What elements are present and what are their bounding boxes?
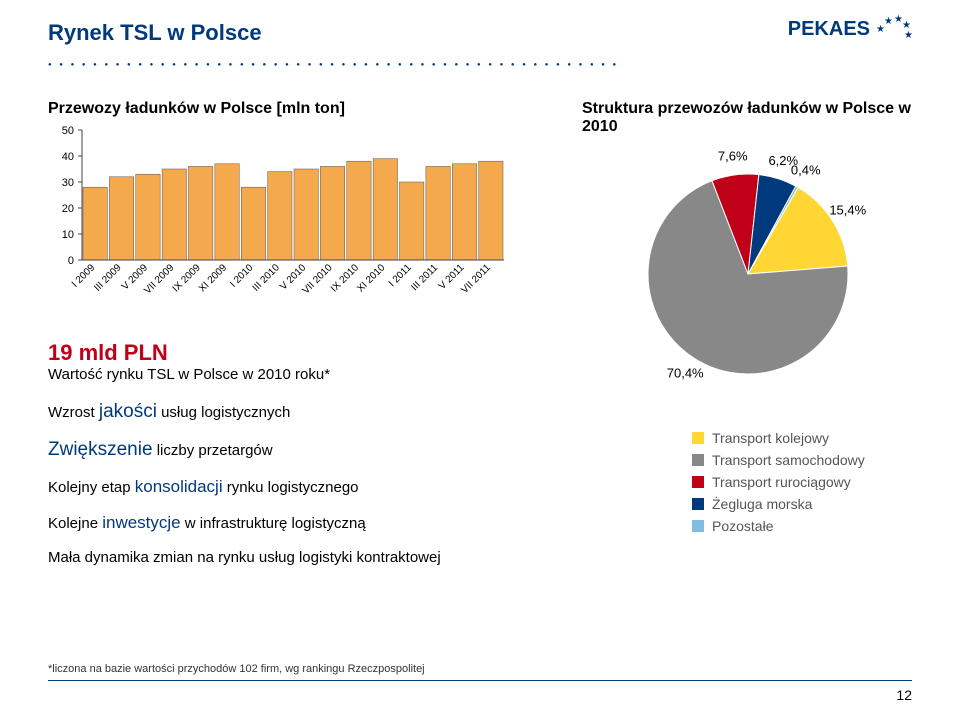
headline-value: 19 mld PLN — [48, 340, 528, 366]
l1-em: jakości — [99, 401, 157, 422]
legend-swatch — [692, 476, 704, 488]
legend-label: Żegluga morska — [712, 496, 812, 512]
legend-label: Transport kolejowy — [712, 430, 829, 446]
legend-swatch — [692, 454, 704, 466]
legend-label: Pozostałe — [712, 518, 773, 534]
legend-row: Pozostałe — [692, 518, 912, 534]
page-number: 12 — [896, 687, 912, 703]
svg-text:XI 2009: XI 2009 — [197, 262, 229, 294]
svg-text:III 2009: III 2009 — [92, 262, 124, 294]
footer-line — [48, 680, 912, 681]
l3-pre: Kolejny etap — [48, 479, 135, 496]
svg-text:70,4%: 70,4% — [667, 365, 704, 380]
bar-chart-title: Przewozy ładunków w Polsce [mln ton] — [48, 100, 508, 118]
svg-text:VII 2011: VII 2011 — [459, 262, 493, 296]
pie-legend: Transport kolejowy Transport samochodowy T… — [692, 430, 912, 540]
l4-post: w infrastrukturę logistyczną — [181, 515, 366, 532]
l3-em: konsolidacji — [135, 477, 223, 496]
legend-label: Transport samochodowy — [712, 452, 865, 468]
l4-em: inwestycje — [102, 513, 180, 532]
l1-pre: Wzrost — [48, 404, 99, 421]
line-3: Kolejny etap konsolidacji rynku logistyc… — [48, 477, 528, 497]
text-block: 19 mld PLN Wartość rynku TSL w Polsce w … — [48, 340, 528, 582]
legend-row: Transport samochodowy — [692, 452, 912, 468]
l2-em: Zwiększenie — [48, 439, 153, 460]
logo: PEKAES ★ ★ ★ ★ ★ — [788, 14, 912, 44]
svg-text:III 2011: III 2011 — [409, 262, 440, 293]
legend-row: Transport rurociągowy — [692, 474, 912, 490]
svg-text:50: 50 — [62, 126, 74, 137]
l2-post: liczby przetargów — [153, 442, 273, 459]
svg-text:0: 0 — [68, 255, 74, 267]
pie-chart: 15,4%70,4%7,6%6,2%0,4% — [598, 144, 928, 424]
bar-chart-region: Przewozy ładunków w Polsce [mln ton] 0 10… — [48, 100, 508, 321]
bar-chart: 01020304050I 2009III 2009V 2009VII 2009I… — [48, 126, 508, 316]
page-title: Rynek TSL w Polsce — [48, 20, 262, 46]
legend-row: Żegluga morska — [692, 496, 912, 512]
svg-text:20: 20 — [62, 203, 74, 215]
legend-swatch — [692, 432, 704, 444]
svg-text:10: 10 — [62, 229, 74, 241]
dotted-divider: ● ● ● ● ● ● ● ● ● ● ● ● ● ● ● ● ● ● ● ● … — [48, 62, 640, 68]
svg-text:IX 2010: IX 2010 — [329, 262, 361, 294]
svg-text:VII 2009: VII 2009 — [142, 262, 176, 296]
svg-text:III 2010: III 2010 — [251, 262, 283, 294]
legend-label: Transport rurociągowy — [712, 474, 851, 490]
line-5: Mała dynamika zmian na rynku usług logis… — [48, 549, 528, 566]
line-4: Kolejne inwestycje w infrastrukturę logi… — [48, 513, 528, 533]
svg-text:40: 40 — [62, 151, 74, 163]
svg-text:IX 2009: IX 2009 — [171, 262, 203, 294]
line-1: Wzrost jakości usług logistycznych — [48, 401, 528, 423]
svg-text:7,6%: 7,6% — [718, 148, 748, 163]
pie-chart-region: Struktura przewozów ładunków w Polsce w … — [582, 100, 912, 429]
svg-text:XI 2010: XI 2010 — [355, 262, 387, 294]
svg-text:15,4%: 15,4% — [829, 202, 866, 217]
svg-text:30: 30 — [62, 177, 74, 189]
l1-post: usług logistycznych — [157, 404, 290, 421]
svg-text:0,4%: 0,4% — [791, 163, 821, 178]
l3-post: rynku logistycznego — [223, 479, 359, 496]
l4-pre: Kolejne — [48, 515, 102, 532]
line-2: Zwiększenie liczby przetargów — [48, 439, 528, 461]
legend-row: Transport kolejowy — [692, 430, 912, 446]
pie-chart-title: Struktura przewozów ładunków w Polsce w … — [582, 100, 912, 136]
logo-stars-icon: ★ ★ ★ ★ ★ — [876, 14, 912, 44]
logo-text: PEKAES — [788, 18, 870, 41]
headline-sub: Wartość rynku TSL w Polsce w 2010 roku* — [48, 366, 528, 383]
svg-text:VII 2010: VII 2010 — [301, 262, 335, 296]
footnote: *liczona na bazie wartości przychodów 10… — [48, 663, 425, 675]
legend-swatch — [692, 498, 704, 510]
legend-swatch — [692, 520, 704, 532]
